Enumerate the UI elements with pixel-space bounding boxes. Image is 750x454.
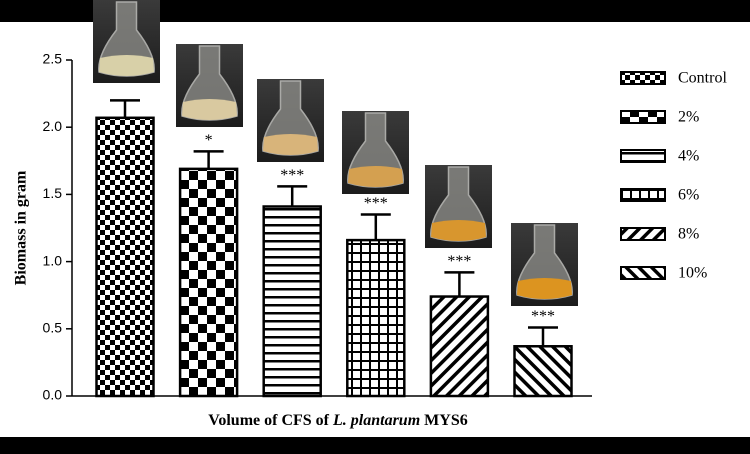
legend-label: 8%: [678, 226, 699, 243]
y-axis-label: Biomass in gram: [13, 170, 30, 285]
y-tick-label: 0.0: [43, 387, 63, 403]
legend-swatch: [620, 149, 666, 163]
legend-label: 2%: [678, 109, 699, 126]
flask-liquid: [431, 220, 486, 241]
top-band: [0, 0, 750, 22]
bar: [429, 295, 490, 398]
x-axis-label: Volume of CFS of L. plantarum MYS6: [208, 412, 467, 429]
legend-swatch: [620, 266, 666, 280]
flask-photos: [93, 0, 578, 306]
flask-liquid: [182, 99, 237, 120]
y-tick-label: 2.5: [43, 51, 63, 67]
legend-label: 4%: [678, 148, 699, 165]
legend-swatch: [620, 188, 666, 202]
legend-swatch: [620, 71, 666, 85]
significance: ***: [447, 253, 471, 270]
legend-swatch: [620, 110, 666, 124]
significance: ***: [280, 167, 304, 184]
flask-liquid: [348, 166, 403, 187]
x-label-italic: L. plantarum: [332, 412, 420, 429]
legend-label: 10%: [678, 265, 707, 282]
bar: [178, 167, 239, 398]
bar: [513, 345, 573, 398]
y-tick-label: 2.0: [43, 118, 63, 134]
y-tick-label: 1.0: [43, 252, 63, 268]
bottom-band: [0, 437, 750, 454]
y-tick-label: 1.5: [43, 185, 63, 201]
bar: [346, 238, 406, 398]
legend-swatch: [620, 227, 666, 241]
significance: ***: [364, 195, 388, 212]
y-tick-label: 0.5: [43, 320, 63, 336]
x-label-part: MYS6: [424, 412, 468, 429]
bar: [95, 116, 155, 398]
significance: *: [205, 132, 213, 149]
flask-liquid: [517, 278, 572, 299]
legend-label: 6%: [678, 187, 699, 204]
significance: ***: [531, 308, 555, 325]
bar: [262, 205, 322, 398]
flask-liquid: [99, 55, 154, 76]
x-label-part: Volume of CFS of: [208, 412, 329, 429]
flask-liquid: [263, 134, 318, 155]
legend-label: Control: [678, 70, 727, 87]
